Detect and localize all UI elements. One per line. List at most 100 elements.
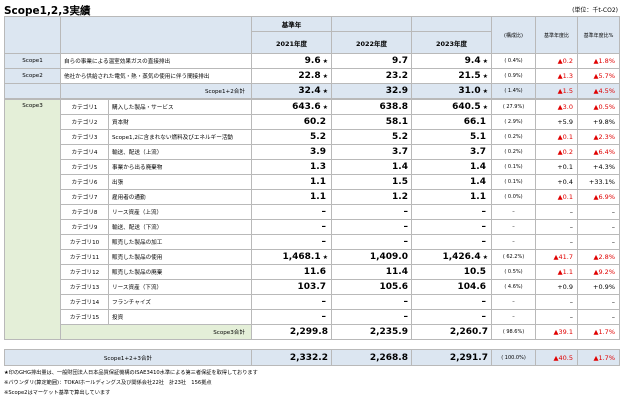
value-text: – bbox=[403, 222, 409, 232]
star-mark: ★ bbox=[322, 73, 328, 80]
value-text: 1.2 bbox=[392, 192, 408, 202]
grand-total-label: Scope1+2+3合計 bbox=[4, 349, 252, 366]
value-cell: 1.4 bbox=[331, 159, 412, 175]
header-blank bbox=[331, 16, 412, 32]
value-text: 1.1 bbox=[310, 177, 326, 187]
value-cell: – bbox=[331, 294, 412, 310]
category-label: カテゴリ12 bbox=[60, 264, 109, 280]
star-mark: ★ bbox=[482, 104, 488, 111]
star-mark: ★ bbox=[322, 254, 328, 261]
header-blank bbox=[60, 16, 252, 54]
base-diff: ▲3.0 bbox=[535, 99, 578, 115]
base-diff: ▲0.2 bbox=[535, 53, 578, 69]
value-cell: 5.1 bbox=[411, 129, 492, 145]
base-pct: ▲6.9% bbox=[577, 189, 620, 205]
category-row: カテゴリ3 Scope1,2に含まれない燃料及びエネルギー活動 5.2 5.2 5.1 (… bbox=[5, 129, 620, 145]
scope12-total-row: Scope1+2合計 32.4 ★ 32.9 31.0 ★ ( 1.4%) ▲1.5… bbox=[4, 83, 620, 99]
value-text: 1,426.4 bbox=[442, 252, 481, 262]
category-description: 事業から出る廃棄物 bbox=[108, 159, 252, 175]
value-text: 1.4 bbox=[470, 162, 486, 172]
composition-value: – bbox=[491, 294, 536, 310]
value-2021: 32.4 ★ bbox=[251, 83, 332, 99]
value-cell: 643.6 ★ bbox=[251, 99, 332, 115]
category-description: Scope1,2に含まれない燃料及びエネルギー活動 bbox=[108, 129, 252, 145]
value-cell: 9.4 ★ bbox=[411, 53, 492, 69]
category-label: カテゴリ6 bbox=[60, 174, 109, 190]
value-cell: – bbox=[331, 204, 412, 220]
value-2021: 2,332.2 bbox=[251, 349, 332, 366]
base-pct: ▲4.5% bbox=[577, 83, 620, 99]
value-cell: 103.7 bbox=[251, 279, 332, 295]
base-pct: – bbox=[577, 219, 620, 235]
composition-value: ( 0.5%) bbox=[491, 264, 536, 280]
category-description: 輸送、配送（下流） bbox=[108, 219, 252, 235]
category-row: カテゴリ12 販売した製品の廃棄 11.6 11.4 10.5 ( 0.5%) ▲1.1 ▲9… bbox=[5, 264, 620, 280]
category-description: 雇用者の通勤 bbox=[108, 189, 252, 205]
blank-cell bbox=[4, 83, 61, 99]
composition-value: ( 0.1%) bbox=[491, 159, 536, 175]
page-title: Scope1,2,3実績 bbox=[4, 5, 91, 17]
value-text: 5.1 bbox=[470, 132, 486, 142]
category-row: カテゴリ13 リース資産（下流） 103.7 105.6 104.6( 4.6%) +0.… bbox=[5, 279, 620, 295]
year-header: 2021年度 bbox=[251, 31, 332, 54]
category-row: カテゴリ10 販売した製品の加工 – – – – – – bbox=[5, 234, 620, 250]
value-text: 1,409.0 bbox=[369, 252, 408, 262]
value-text: 3.9 bbox=[310, 147, 326, 157]
category-row: カテゴリ4 輸送、配送（上流） 3.9 3.7 3.7 ( 0.2%) ▲0.2 ▲6.4% bbox=[5, 144, 620, 160]
composition-header: (構成比) bbox=[491, 16, 536, 54]
value-2021: 2,299.8 bbox=[251, 324, 332, 340]
value-2022: 32.9 bbox=[331, 83, 412, 99]
footnote: ※Scope2はマーケット基準で算出しています bbox=[4, 390, 111, 396]
category-description: 販売した製品の廃棄 bbox=[108, 264, 252, 280]
header-blank bbox=[4, 16, 61, 54]
base-diff: ▲40.5 bbox=[535, 349, 578, 366]
value-cell: 58.1 bbox=[331, 114, 412, 130]
composition-value: – bbox=[491, 204, 536, 220]
value-text: 60.2 bbox=[303, 117, 326, 127]
value-text: 9.6 bbox=[304, 56, 321, 66]
value-text: – bbox=[321, 297, 327, 307]
footnote: ★印のGHG排出量は、一般財団法人日本品質保証機構のISAE3410水準による第… bbox=[4, 370, 258, 376]
composition-value: – bbox=[491, 309, 536, 325]
base-pct: ▲5.7% bbox=[577, 68, 620, 84]
composition-value: ( 2.9%) bbox=[491, 114, 536, 130]
value-text: 638.8 bbox=[379, 102, 408, 112]
unit-label: (単位：千t-CO2) bbox=[572, 7, 618, 14]
value-cell: 10.5 bbox=[411, 264, 492, 280]
composition-value: – bbox=[491, 219, 536, 235]
base-pct: ▲1.8% bbox=[577, 53, 620, 69]
value-cell: 5.2 bbox=[331, 129, 412, 145]
value-cell: 11.6 bbox=[251, 264, 332, 280]
year-header: 2023年度 bbox=[411, 31, 492, 54]
grand-total-table: Scope1+2+3合計 2,332.2 2,268.8 2,291.7 ( 1… bbox=[4, 349, 620, 366]
category-description: リース資産（上流） bbox=[108, 204, 252, 220]
value-cell: 23.2 bbox=[331, 68, 412, 84]
value-text: – bbox=[481, 297, 487, 307]
value-cell: 3.9 bbox=[251, 144, 332, 160]
category-row: Scope3 カテゴリ1 購入した製品・サービス 643.6 ★ 638.8 640.5 ★(… bbox=[4, 99, 620, 340]
composition-value: ( 0.2%) bbox=[491, 129, 536, 145]
category-label: カテゴリ15 bbox=[60, 309, 109, 325]
category-row: カテゴリ11 販売した製品の使用 1,468.1 ★ 1,409.0 1,426.4 ★( … bbox=[5, 249, 620, 265]
base-diff: ▲0.2 bbox=[535, 144, 578, 160]
base-diff: – bbox=[535, 234, 578, 250]
value-cell: – bbox=[331, 309, 412, 325]
value-text: 11.4 bbox=[385, 267, 408, 277]
star-mark: ★ bbox=[482, 88, 488, 95]
value-cell: – bbox=[411, 204, 492, 220]
base-diff: +0.9 bbox=[535, 279, 578, 295]
value-cell: 1.4 bbox=[411, 159, 492, 175]
scope3-label: Scope3 bbox=[4, 99, 61, 340]
value-cell: 5.2 bbox=[251, 129, 332, 145]
composition-value: ( 0.1%) bbox=[491, 174, 536, 190]
value-cell: – bbox=[411, 234, 492, 250]
value-text: 104.6 bbox=[457, 282, 486, 292]
value-cell: 104.6 bbox=[411, 279, 492, 295]
value-cell: 1.1 bbox=[251, 189, 332, 205]
value-text: 1.5 bbox=[392, 177, 408, 187]
value-text: 1.1 bbox=[470, 192, 486, 202]
value-cell: – bbox=[251, 234, 332, 250]
base-pct: – bbox=[577, 234, 620, 250]
value-text: 643.6 bbox=[292, 102, 321, 112]
base-diff: – bbox=[535, 219, 578, 235]
